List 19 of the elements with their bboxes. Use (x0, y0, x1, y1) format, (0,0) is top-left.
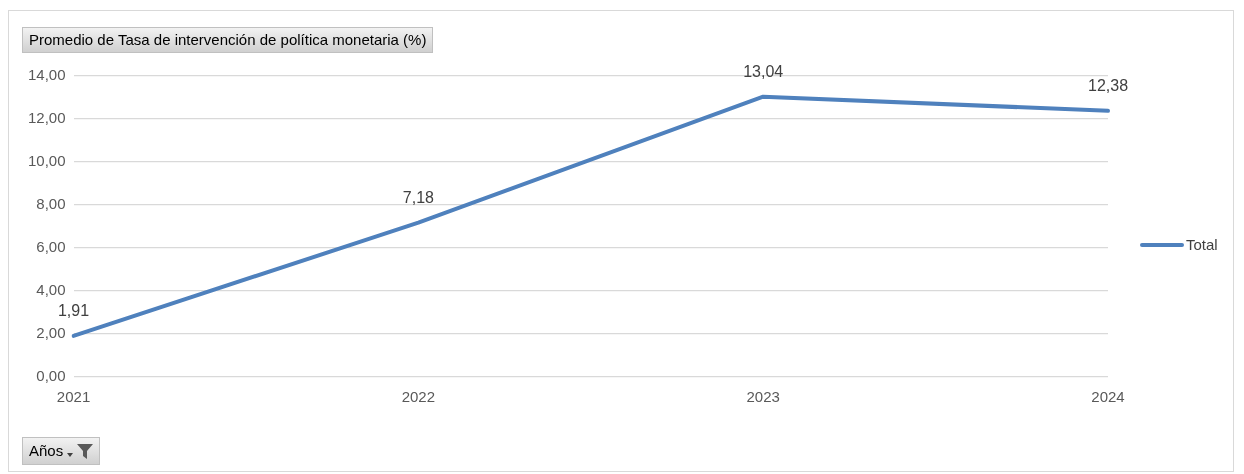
y-tick-label: 12,00 (27, 109, 66, 127)
y-tick-label: 0,00 (36, 367, 66, 385)
x-tick-label: 2021 (56, 388, 91, 406)
legend-label: Total (1186, 236, 1218, 253)
y-tick-label: 4,00 (36, 281, 66, 299)
text: 1,91 (57, 302, 90, 320)
y-tick-label: 10,00 (27, 152, 66, 170)
x-tick-label: 2024 (1091, 388, 1125, 406)
y-tick-label: 14,00 (27, 66, 66, 84)
text: 13,04 (743, 63, 784, 81)
y-tick-label: 8,00 (36, 195, 66, 213)
chart-title: Promedio de Tasa de intervención de política monetaria (%) (22, 27, 434, 53)
text: 12,38 (1087, 77, 1129, 95)
x-tick-label: 2023 (746, 388, 780, 406)
y-tick-label: 2,00 (36, 324, 66, 342)
y-tick-label: 6,00 (36, 238, 66, 256)
x-axis-title: Años (29, 441, 64, 461)
text: 7,18 (402, 189, 434, 207)
x-tick-label: 2022 (401, 388, 436, 406)
